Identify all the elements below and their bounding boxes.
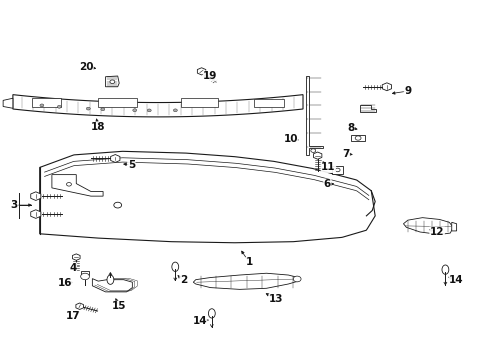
Text: 10: 10 — [283, 134, 298, 144]
Polygon shape — [76, 303, 83, 310]
Circle shape — [40, 104, 44, 107]
Polygon shape — [193, 273, 298, 289]
Circle shape — [66, 183, 71, 186]
Polygon shape — [81, 271, 89, 275]
Polygon shape — [72, 254, 80, 260]
Text: 2: 2 — [180, 275, 187, 285]
Bar — [181, 98, 217, 107]
Polygon shape — [31, 210, 41, 219]
Circle shape — [110, 80, 115, 84]
Text: 11: 11 — [321, 162, 335, 172]
Polygon shape — [110, 154, 120, 162]
Text: 8: 8 — [346, 123, 354, 133]
Polygon shape — [306, 76, 322, 155]
Bar — [32, 98, 61, 107]
Circle shape — [57, 105, 61, 108]
Polygon shape — [92, 279, 132, 292]
Circle shape — [354, 136, 360, 140]
Polygon shape — [105, 76, 119, 87]
Text: 20: 20 — [79, 62, 93, 72]
Polygon shape — [52, 175, 103, 196]
Polygon shape — [359, 105, 375, 112]
Polygon shape — [382, 83, 391, 91]
Ellipse shape — [441, 265, 448, 274]
Polygon shape — [451, 222, 456, 231]
Polygon shape — [31, 192, 41, 201]
Circle shape — [293, 276, 301, 282]
Text: 1: 1 — [245, 257, 252, 267]
Polygon shape — [350, 135, 365, 141]
Text: 18: 18 — [91, 122, 105, 132]
Bar — [254, 99, 283, 107]
Text: 7: 7 — [342, 149, 349, 159]
Text: 14: 14 — [192, 316, 206, 325]
Circle shape — [133, 109, 137, 112]
Text: 16: 16 — [58, 278, 73, 288]
Ellipse shape — [107, 275, 114, 284]
Circle shape — [101, 108, 104, 111]
Circle shape — [81, 273, 89, 280]
Text: 15: 15 — [112, 301, 126, 311]
Text: 14: 14 — [448, 275, 463, 285]
Bar — [98, 98, 137, 107]
Circle shape — [147, 109, 151, 112]
Circle shape — [334, 168, 339, 172]
Circle shape — [114, 202, 122, 208]
Bar — [331, 166, 342, 174]
Ellipse shape — [208, 309, 215, 318]
Polygon shape — [3, 98, 13, 108]
Text: 19: 19 — [203, 71, 217, 81]
Text: 9: 9 — [404, 86, 410, 96]
Text: 13: 13 — [268, 294, 283, 304]
Circle shape — [173, 109, 177, 112]
Circle shape — [86, 107, 90, 110]
Polygon shape — [40, 151, 374, 243]
Polygon shape — [197, 68, 205, 75]
Ellipse shape — [171, 262, 178, 271]
Text: 6: 6 — [323, 179, 330, 189]
Polygon shape — [13, 95, 303, 117]
Text: 17: 17 — [65, 311, 80, 321]
Text: 5: 5 — [127, 159, 135, 170]
Text: 4: 4 — [69, 263, 77, 273]
Text: 3: 3 — [11, 200, 18, 210]
Circle shape — [310, 149, 315, 152]
Polygon shape — [403, 218, 452, 234]
Polygon shape — [313, 152, 321, 159]
Text: 12: 12 — [429, 227, 444, 237]
